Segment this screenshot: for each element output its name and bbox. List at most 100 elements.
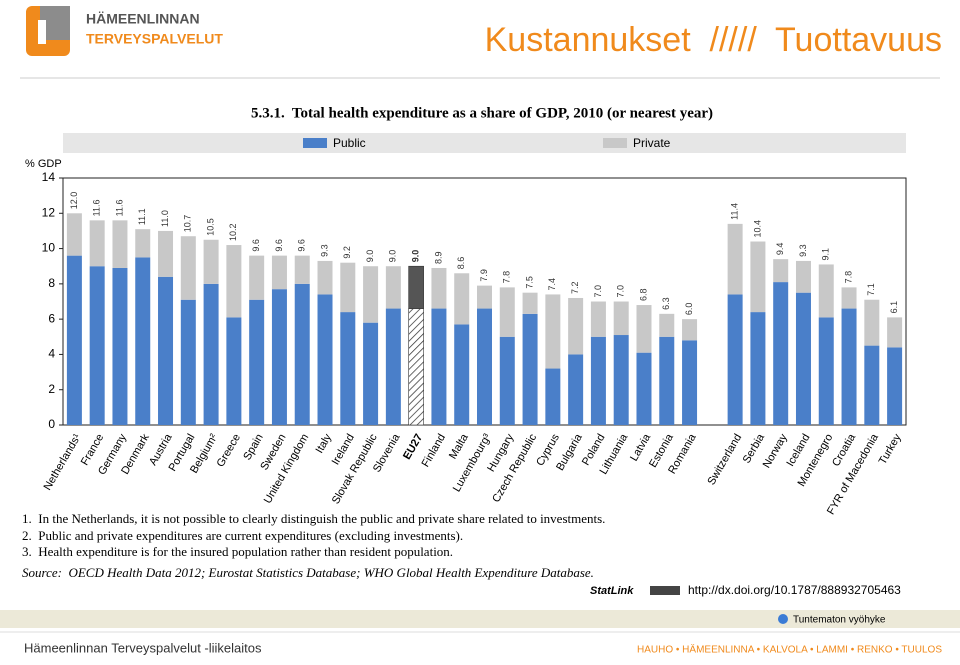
data-label: 6.0 [684,303,694,316]
bar-segment [659,336,675,425]
bar-segment [158,230,174,277]
x-tick-label: Italy [314,432,335,456]
bar-segment [431,308,447,425]
bar-segment [135,257,151,425]
data-label: 6.1 [889,301,899,314]
bar-segment [887,317,903,348]
data-label: 9.3 [319,244,329,257]
bar-segment [135,229,151,258]
data-label: 7.8 [843,271,853,284]
status-icon [778,614,788,624]
y-tick-label: 4 [48,347,55,361]
data-label: 9.6 [274,239,284,252]
bar-segment [522,292,538,314]
bar-segment [590,336,606,425]
bar-segment [226,245,242,318]
bar-segment [203,239,219,284]
data-label: 11.4 [729,203,739,220]
data-label: 7.9 [479,269,489,282]
bar-segment [750,241,766,313]
bar-segment [773,282,789,425]
bar-segment [271,255,287,290]
bar-segment [363,266,379,323]
y-tick-label: 14 [42,170,56,184]
chart-title: 5.3.1. Total health expenditure as a sha… [251,105,713,121]
footer-right: HAUHO • HÄMEENLINNA • KALVOLA • LAMMI • … [637,644,942,656]
bar-segment [613,335,629,425]
legend-label: Private [633,136,671,150]
status-bar [0,610,960,628]
footnote: 2. Public and private expenditures are c… [22,528,463,543]
status-text: Tuntematon vyöhyke [793,615,886,626]
bar-segment [750,312,766,425]
footer-left: Hämeenlinnan Terveyspalvelut -liikelaito… [24,640,262,655]
bar-segment [499,336,515,425]
x-tick-label: Spain [241,432,265,462]
bar-segment [158,276,174,425]
slide-title: Kustannukset ///// Tuottavuus [485,21,942,59]
data-label: 10.5 [205,218,215,236]
legend-swatch [303,138,327,148]
data-label: 9.2 [342,246,352,259]
bar-segment [841,308,857,425]
bar-segment [385,266,401,309]
x-tick-label: Switzerland [705,432,744,487]
legend-swatch [603,138,627,148]
x-tick-label: Netherlands¹ [42,432,84,493]
y-axis-label: % GDP [25,158,62,170]
data-label: 7.0 [593,285,603,298]
data-label: 9.6 [297,239,307,252]
bar-segment [887,347,903,425]
bar-segment [66,255,82,425]
bar-segment [568,354,584,425]
bar-segment [89,220,105,267]
bar-segment [340,262,356,313]
data-label: 12.0 [69,192,79,210]
bar-segment [340,312,356,425]
bar-segment [522,313,538,425]
data-label: 11.6 [92,199,102,216]
logo-text: HÄMEENLINNAN [86,11,200,27]
statlink-url[interactable]: http://dx.doi.org/10.1787/888932705463 [688,583,901,597]
bar-segment [226,317,242,425]
y-tick-label: 2 [48,382,55,396]
bar-segment [818,264,834,318]
data-label: 7.1 [866,283,876,296]
bar-segment [66,213,82,256]
legend [63,133,906,153]
data-label: 11.6 [114,199,124,216]
data-label: 7.5 [524,276,534,289]
footnote: 1. In the Netherlands, it is not possibl… [22,511,605,526]
bar-segment [795,260,811,293]
y-tick-label: 10 [42,241,56,255]
data-label: 9.1 [821,248,831,261]
data-label: 6.8 [638,289,648,302]
bar-segment [112,220,128,268]
y-tick-label: 6 [48,311,55,325]
bar-segment [682,340,698,425]
x-tick-label: EU27 [401,432,425,462]
data-label: 10.7 [183,215,193,233]
bar-segment [203,283,219,425]
data-label: 10.4 [752,220,762,238]
data-label: 11.1 [137,208,147,225]
bar-segment [590,301,606,337]
data-label: 9.3 [798,244,808,257]
bar-segment [499,287,515,337]
bar-segment [568,297,584,355]
data-label: 11.0 [160,210,170,227]
bar-segment [249,299,265,425]
logo-text: TERVEYSPALVELUT [86,31,223,47]
bar-segment [773,259,789,283]
legend-label: Public [333,136,366,150]
bar-segment [636,352,652,425]
data-label: 7.4 [547,278,557,291]
data-label: 10.2 [228,224,238,242]
statlink-label: StatLink [590,585,634,597]
bar-segment [408,308,424,426]
bar-segment [727,223,743,295]
data-label: 7.0 [616,285,626,298]
logo [26,6,70,56]
footnote: 3. Health expenditure is for the insured… [22,544,453,559]
